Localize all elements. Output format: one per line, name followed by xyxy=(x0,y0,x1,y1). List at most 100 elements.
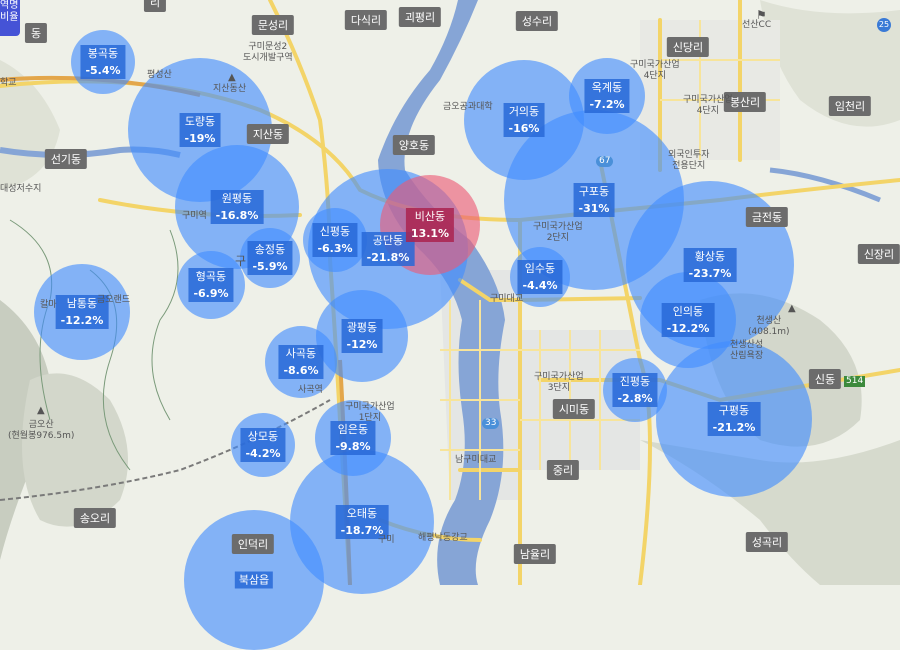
district-percent: -21.8% xyxy=(361,249,415,266)
district-name: 비산동 xyxy=(405,208,455,225)
label-pyeongsan: 평성산 xyxy=(147,70,172,80)
label-sagok-station: 사곡역 xyxy=(298,385,323,395)
district-label-namtong[interactable]: 남통동 -12.2% xyxy=(55,295,109,329)
district-percent: 13.1% xyxy=(405,225,455,242)
district-name: 공단동 xyxy=(361,232,415,249)
label-reservoir: 대성저수지 xyxy=(0,184,42,194)
golf-flag-icon: ⚑ xyxy=(756,8,767,22)
place-namyulri[interactable]: 남율리 xyxy=(513,544,557,564)
district-percent: -19% xyxy=(179,130,221,147)
district-label-hwangsang[interactable]: 황상동 -23.7% xyxy=(683,248,737,282)
place-imcheonri[interactable]: 임천리 xyxy=(828,96,872,116)
district-label-gongdan[interactable]: 공단동 -21.8% xyxy=(361,232,415,266)
place-seonggokri[interactable]: 성곡리 xyxy=(745,532,789,552)
place-indeokri[interactable]: 인덕리 xyxy=(231,534,275,554)
place-seongidong[interactable]: 선기동 xyxy=(44,149,88,169)
district-name: 원평동 xyxy=(210,190,264,207)
district-percent: -5.4% xyxy=(80,62,126,79)
district-label-buksam[interactable]: 북삼읍 xyxy=(234,571,274,589)
district-label-sangmo[interactable]: 상모동 -4.2% xyxy=(240,428,286,462)
district-label-dorang[interactable]: 도량동 -19% xyxy=(179,113,221,147)
district-label-gupo[interactable]: 구포동 -31% xyxy=(573,183,615,217)
district-percent: -18.7% xyxy=(335,522,389,539)
district-name: 송정동 xyxy=(247,241,293,258)
district-label-bonggok[interactable]: 봉곡동 -5.4% xyxy=(80,45,126,79)
label-cheonsaengsan: 천생산 (408.1m) xyxy=(748,316,790,337)
district-percent: -31% xyxy=(573,200,615,217)
district-label-wonpyeong[interactable]: 원평동 -16.8% xyxy=(210,190,264,224)
district-name: 도량동 xyxy=(179,113,221,130)
district-name: 임수동 xyxy=(517,260,563,277)
label-geumo-land: 금오랜드 xyxy=(97,295,131,305)
label-gumi-munseong2: 구미문성2 도시개발구역 xyxy=(243,42,293,63)
district-percent: -5.9% xyxy=(247,258,293,275)
place-goepyeongri[interactable]: 괴평리 xyxy=(398,7,442,27)
district-label-songjeong[interactable]: 송정동 -5.9% xyxy=(247,241,293,275)
district-label-gupyeong[interactable]: 구평동 -21.2% xyxy=(707,402,761,436)
place-munseongri[interactable]: 문성리 xyxy=(251,15,295,35)
place-jungri[interactable]: 중리 xyxy=(546,460,580,480)
place-jisandong[interactable]: 지산동 xyxy=(246,124,290,144)
place-topright[interactable]: 리 xyxy=(143,0,167,12)
district-percent: -2.8% xyxy=(612,390,658,407)
district-label-gwangpyeong[interactable]: 광평동 -12% xyxy=(341,319,383,353)
place-sinjangri[interactable]: 신장리 xyxy=(857,244,900,264)
district-label-inui[interactable]: 인의동 -12.2% xyxy=(661,303,715,337)
district-percent: -4.4% xyxy=(517,277,563,294)
label-gumi-bridge: 구미대교 xyxy=(490,294,524,304)
label-gumi-ind4-top: 구미국가산업 4단지 xyxy=(630,60,680,81)
district-percent: -16% xyxy=(503,120,545,137)
district-name: 신평동 xyxy=(312,223,358,240)
place-dasikri[interactable]: 다식리 xyxy=(344,10,388,30)
label-seonsan-cc: 선산CC xyxy=(742,20,772,30)
district-name: 임은동 xyxy=(330,421,376,438)
label-gumi-station: 구미역 xyxy=(182,211,207,221)
label-gumi-ind1: 구미국가산업 1단지 xyxy=(345,402,395,423)
place-seongsuri[interactable]: 성수리 xyxy=(515,11,559,31)
place-songori[interactable]: 송오리 xyxy=(73,508,117,528)
legend-line1: 역명 xyxy=(0,0,19,11)
label-hakgyo: 학교 xyxy=(0,78,17,88)
district-percent: -12.2% xyxy=(55,312,109,329)
place-topdong[interactable]: 동 xyxy=(24,23,48,43)
district-name: 구포동 xyxy=(573,183,615,200)
district-label-sagok[interactable]: 사곡동 -8.6% xyxy=(278,345,324,379)
district-label-okgye[interactable]: 옥계동 -7.2% xyxy=(584,79,630,113)
district-label-sinpyeong[interactable]: 신평동 -6.3% xyxy=(312,223,358,257)
district-name: 광평동 xyxy=(341,319,383,336)
mountain-icon: ▲ xyxy=(228,72,236,83)
district-percent: -6.3% xyxy=(312,240,358,257)
place-bongsanri[interactable]: 봉산리 xyxy=(723,92,767,112)
label-gumi-area: 구미 xyxy=(378,535,395,545)
label-gumi-ind4: 구미국가산업 4단지 xyxy=(683,95,733,116)
legend-box: 역명 비율 xyxy=(0,0,20,36)
district-label-imsu[interactable]: 임수동 -4.4% xyxy=(517,260,563,294)
district-label-bisan[interactable]: 비산동 13.1% xyxy=(405,208,455,242)
district-percent: -7.2% xyxy=(584,96,630,113)
district-label-otae[interactable]: 오태동 -18.7% xyxy=(335,505,389,539)
place-simidong[interactable]: 시미동 xyxy=(552,399,596,419)
district-percent: -9.8% xyxy=(330,438,376,455)
label-cheonsaeng-fortress: 천생산성 산림욕장 xyxy=(730,340,764,361)
label-road-33: 33 xyxy=(482,418,500,429)
place-geumjeondong[interactable]: 금전동 xyxy=(745,207,789,227)
district-label-geoui[interactable]: 거의동 -16% xyxy=(503,103,545,137)
label-road-514: 514 xyxy=(844,376,866,387)
place-sindong[interactable]: 신동 xyxy=(808,369,842,389)
district-percent: -23.7% xyxy=(683,265,737,282)
district-percent: -12.2% xyxy=(661,320,715,337)
district-percent: -16.8% xyxy=(210,207,264,224)
place-yanghodong[interactable]: 양호동 xyxy=(392,135,436,155)
district-percent: -8.6% xyxy=(278,362,324,379)
district-percent: -21.2% xyxy=(707,419,761,436)
mountain-icon: ▲ xyxy=(37,405,45,416)
district-label-imeun[interactable]: 임은동 -9.8% xyxy=(330,421,376,455)
district-name: 거의동 xyxy=(503,103,545,120)
label-geumo-univ: 금오공과대학 xyxy=(443,102,493,112)
district-label-jinpyeong[interactable]: 진평동 -2.8% xyxy=(612,373,658,407)
place-sindangri[interactable]: 신당리 xyxy=(666,37,710,57)
district-name: 옥계동 xyxy=(584,79,630,96)
district-name: 상모동 xyxy=(240,428,286,445)
district-name: 진평동 xyxy=(612,373,658,390)
district-label-hyeonggok[interactable]: 형곡동 -6.9% xyxy=(188,268,234,302)
